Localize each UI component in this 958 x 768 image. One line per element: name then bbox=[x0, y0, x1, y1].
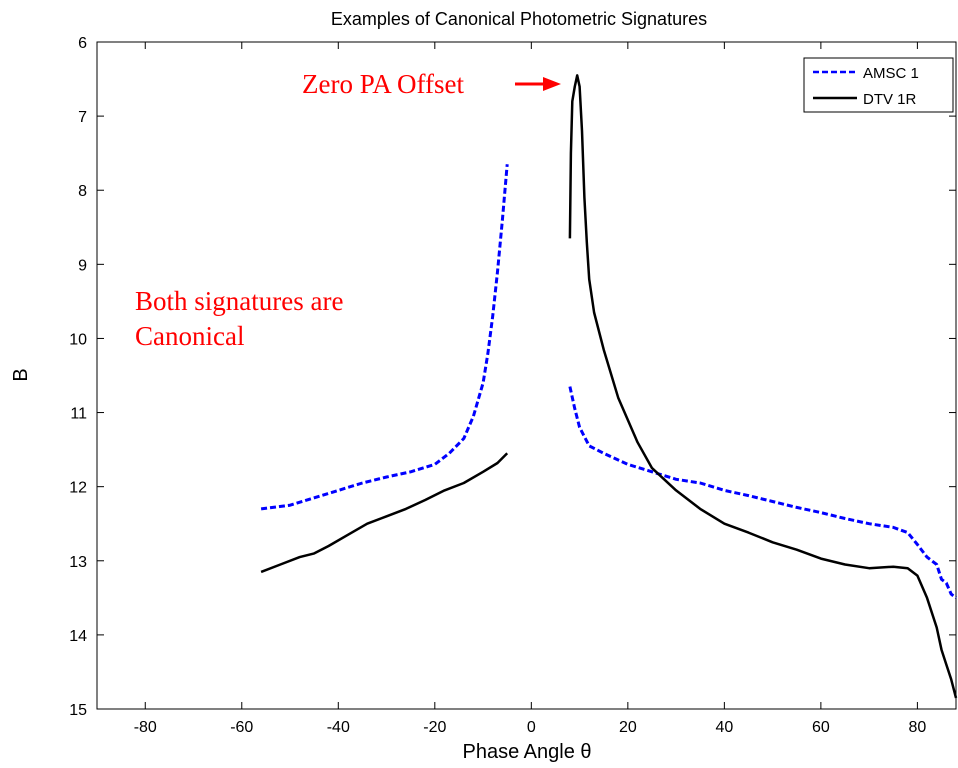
y-tick-label: 13 bbox=[69, 554, 87, 571]
series-line-dtv-1r-segment-1 bbox=[568, 74, 958, 699]
series-line-dtv-1r-segment-0 bbox=[260, 452, 509, 574]
canonical-text-line1: Both signatures are bbox=[135, 286, 343, 316]
canonical-text-line2: Canonical bbox=[135, 321, 244, 351]
x-tick-label: 20 bbox=[619, 719, 637, 736]
y-tick-label: 14 bbox=[69, 628, 87, 645]
plot-area bbox=[96, 41, 957, 710]
y-axis-ticks: 6 7 8 9 10 11 12 13 14 15 bbox=[69, 35, 956, 719]
zero-pa-offset-text: Zero PA Offset bbox=[302, 69, 464, 99]
legend-label-amsc: AMSC 1 bbox=[863, 65, 919, 82]
y-tick-label: 10 bbox=[69, 331, 87, 348]
x-tick-label: 40 bbox=[715, 719, 733, 736]
y-tick-label: 8 bbox=[78, 183, 87, 200]
x-tick-label: 0 bbox=[527, 719, 536, 736]
x-tick-label: -80 bbox=[134, 719, 157, 736]
y-tick-label: 7 bbox=[78, 109, 87, 126]
chart-title: Examples of Canonical Photometric Signat… bbox=[331, 9, 707, 29]
x-tick-label: 80 bbox=[908, 719, 926, 736]
legend: AMSC 1 DTV 1R bbox=[803, 57, 954, 113]
x-tick-label: -60 bbox=[230, 719, 253, 736]
y-tick-label: 11 bbox=[70, 406, 87, 423]
x-axis-ticks: -80 -60 -40 -20 0 20 40 60 80 bbox=[134, 42, 926, 736]
y-tick-label: 9 bbox=[78, 257, 87, 274]
x-tick-label: -40 bbox=[327, 719, 350, 736]
canonical-annotation: Both signatures are Canonical bbox=[135, 286, 343, 351]
chart-marks bbox=[260, 74, 958, 699]
y-tick-label: 15 bbox=[69, 702, 87, 719]
x-tick-label: -20 bbox=[423, 719, 446, 736]
x-tick-label: 60 bbox=[812, 719, 830, 736]
legend-label-dtv: DTV 1R bbox=[863, 91, 917, 108]
zero-pa-offset-annotation: Zero PA Offset bbox=[302, 69, 561, 99]
x-axis-label: Phase Angle θ bbox=[463, 741, 592, 763]
series-line-amsc-1-segment-1 bbox=[568, 386, 957, 599]
y-tick-label: 12 bbox=[69, 480, 87, 497]
y-tick-label: 6 bbox=[78, 35, 87, 52]
zero-pa-offset-arrowhead bbox=[543, 77, 561, 91]
y-axis-label: B bbox=[10, 368, 32, 381]
legend-box bbox=[803, 57, 954, 113]
